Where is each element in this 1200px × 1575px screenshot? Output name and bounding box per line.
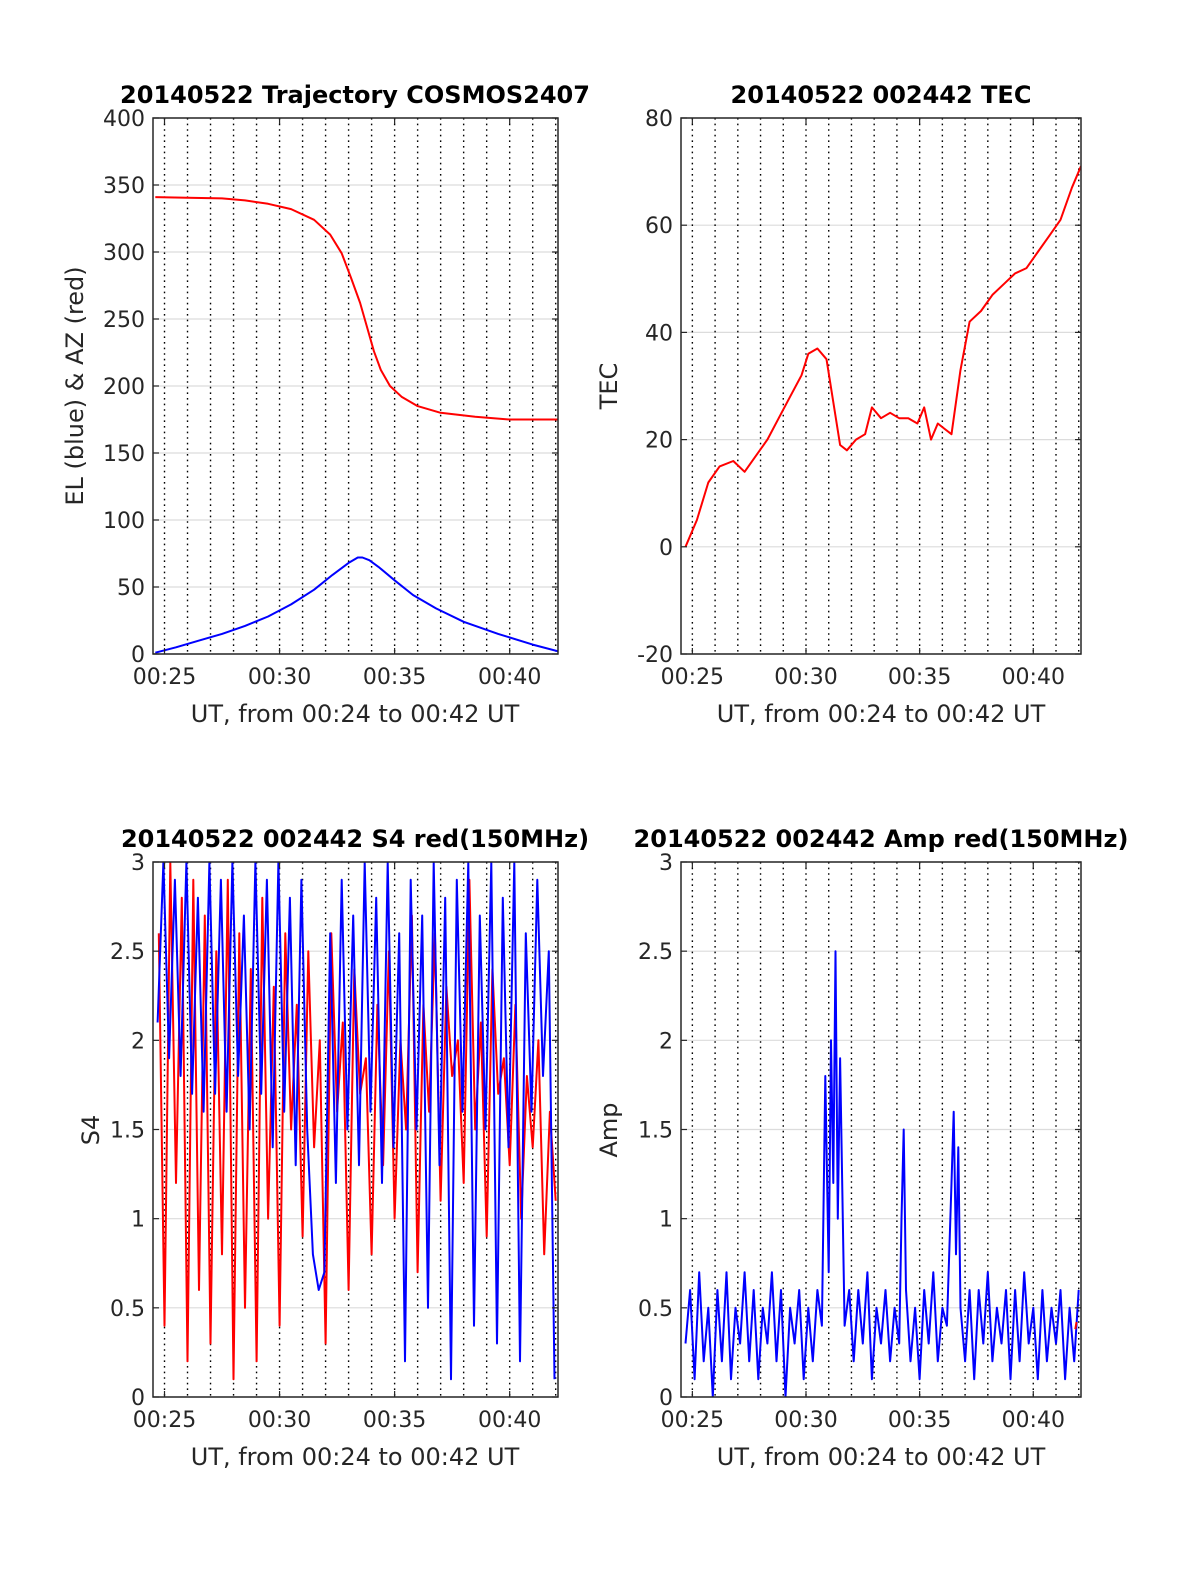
chart-title: 20140522 002442 S4 red(150MHz) bbox=[121, 825, 589, 853]
series-line bbox=[156, 862, 556, 1381]
x-tick-label: 00:40 bbox=[478, 665, 541, 690]
x-tick-label: 00:25 bbox=[133, 665, 196, 690]
x-tick-label: 00:35 bbox=[363, 665, 426, 690]
y-tick-label: 0 bbox=[659, 1386, 673, 1411]
series-group bbox=[155, 196, 558, 654]
x-tick-label: 00:30 bbox=[248, 1408, 311, 1433]
series-line bbox=[155, 196, 558, 421]
y-tick-label: 80 bbox=[645, 107, 673, 132]
y-tick-label: 0 bbox=[131, 1386, 145, 1411]
y-axis-label: EL (blue) & AZ (red) bbox=[61, 266, 89, 505]
y-tick-label: 2 bbox=[659, 1029, 673, 1054]
x-tick-label: 00:25 bbox=[133, 1408, 196, 1433]
tec-panel: 20140522 002442 TEC -20 0 20 40 60 80 00:25 00:… bbox=[595, 81, 1082, 728]
y-tick-label: 1.5 bbox=[638, 1119, 673, 1144]
x-tick-label: 00:30 bbox=[248, 665, 311, 690]
y-tick-label: 60 bbox=[645, 214, 673, 239]
axes-box bbox=[680, 117, 1082, 655]
x-axis-label: UT, from 00:24 to 00:42 UT bbox=[191, 1443, 520, 1471]
chart-title: 20140522 002442 TEC bbox=[731, 81, 1032, 109]
s4-panel: 20140522 002442 S4 red(150MHz) 0 0.5 1 1.5 2… bbox=[77, 825, 589, 1471]
y-tick-label: 150 bbox=[103, 442, 145, 467]
trajectory-panel: 20140522 Trajectory COSMOS2407 0 50 100 150… bbox=[61, 81, 590, 728]
y-tick-label: 200 bbox=[103, 375, 145, 400]
y-tick-label: 0.5 bbox=[638, 1297, 673, 1322]
y-tick-label: 2.5 bbox=[110, 940, 145, 965]
y-tick-label: 2 bbox=[131, 1029, 145, 1054]
plot-area: 0 0.5 1 1.5 2 2.5 3 00:25 00:30 00:35 00:40 bbox=[110, 851, 559, 1433]
y-tick-label: 2.5 bbox=[638, 940, 673, 965]
x-tick-label: 00:35 bbox=[363, 1408, 426, 1433]
y-tick-label: 250 bbox=[103, 308, 145, 333]
y-axis-label: S4 bbox=[77, 1115, 105, 1146]
series-group bbox=[156, 862, 557, 1381]
x-axis-label: UT, from 00:24 to 00:42 UT bbox=[191, 700, 520, 728]
x-tick-label: 00:40 bbox=[1002, 665, 1065, 690]
y-tick-label: 3 bbox=[131, 851, 145, 876]
y-tick-label: 1 bbox=[659, 1208, 673, 1233]
y-tick-label: 0 bbox=[131, 643, 145, 668]
y-tick-label: 300 bbox=[103, 241, 145, 266]
y-tick-label: 50 bbox=[117, 576, 145, 601]
series-line bbox=[155, 556, 558, 654]
y-tick-label: 350 bbox=[103, 174, 145, 199]
y-tick-label: 0 bbox=[659, 536, 673, 561]
y-tick-label: 20 bbox=[645, 429, 673, 454]
chart-title: 20140522 Trajectory COSMOS2407 bbox=[120, 81, 590, 109]
plot-area: 0 50 100 150 200 250 300 350 400 00:25 00:30 00:35 0… bbox=[103, 107, 559, 690]
y-tick-label: 1 bbox=[131, 1208, 145, 1233]
x-tick-label: 00:35 bbox=[888, 665, 951, 690]
series-line bbox=[684, 950, 1080, 1397]
y-tick-label: -20 bbox=[637, 643, 673, 668]
x-axis-label: UT, from 00:24 to 00:42 UT bbox=[717, 700, 1046, 728]
x-tick-label: 00:25 bbox=[661, 665, 724, 690]
x-tick-label: 00:25 bbox=[661, 1408, 724, 1433]
plot-area: 0 0.5 1 1.5 2 2.5 3 00:25 00:30 00:35 00:40 bbox=[638, 851, 1082, 1433]
series-group bbox=[684, 950, 1080, 1397]
x-axis-label: UT, from 00:24 to 00:42 UT bbox=[717, 1443, 1046, 1471]
x-tick-label: 00:40 bbox=[478, 1408, 541, 1433]
series-line bbox=[684, 165, 1081, 548]
x-tick-label: 00:35 bbox=[888, 1408, 951, 1433]
y-tick-label: 40 bbox=[645, 321, 673, 346]
x-tick-label: 00:30 bbox=[774, 1408, 837, 1433]
chart-title: 20140522 002442 Amp red(150MHz) bbox=[634, 825, 1129, 853]
x-tick-label: 00:40 bbox=[1002, 1408, 1065, 1433]
y-tick-label: 3 bbox=[659, 851, 673, 876]
x-tick-label: 00:30 bbox=[774, 665, 837, 690]
y-tick-label: 400 bbox=[103, 107, 145, 132]
plot-area: -20 0 20 40 60 80 00:25 00:30 00:35 00:40 bbox=[637, 107, 1082, 690]
y-axis-label: Amp bbox=[595, 1102, 623, 1157]
amp-panel: 20140522 002442 Amp red(150MHz) 0 0.5 1 1.5… bbox=[595, 825, 1128, 1471]
y-tick-label: 1.5 bbox=[110, 1119, 145, 1144]
series-group bbox=[684, 165, 1081, 548]
plot-background bbox=[681, 118, 1081, 654]
y-tick-label: 100 bbox=[103, 509, 145, 534]
y-axis-label: TEC bbox=[595, 363, 623, 411]
series-line bbox=[1074, 1321, 1078, 1330]
y-tick-label: 0.5 bbox=[110, 1297, 145, 1322]
